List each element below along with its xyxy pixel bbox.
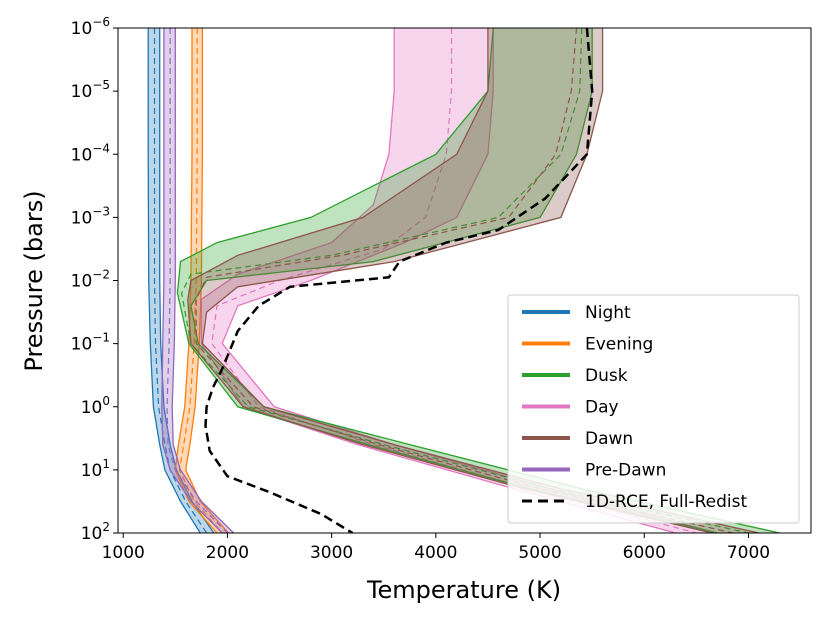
y-tick-label: 10−1 — [71, 331, 110, 355]
y-tick-label: 100 — [81, 394, 110, 418]
y-tick-label: 10−2 — [71, 268, 110, 292]
y-tick-label: 10−6 — [71, 15, 110, 39]
series-dusk-median — [180, 28, 749, 533]
y-tick-label: 102 — [81, 520, 110, 544]
legend-label-night: Night — [585, 303, 631, 323]
x-tick-label: 5000 — [518, 543, 561, 563]
legend-label-1d-rce-full-redist: 1D-RCE, Full-Redist — [585, 492, 748, 512]
axis-ticks: 1000 2000 3000 4000 5000 6000 7000 10−6 10−5 10−4… — [71, 15, 770, 563]
series-dusk-low — [176, 28, 718, 533]
series-pre-dawn-band — [161, 28, 234, 533]
legend-label-day: Day — [585, 398, 619, 418]
series-evening-band — [175, 28, 229, 533]
series-night-high — [159, 28, 215, 533]
series-day-median — [211, 28, 697, 533]
x-tick-label: 7000 — [727, 543, 770, 563]
y-axis-title: Pressure (bars) — [20, 190, 48, 371]
plot-frame — [117, 27, 812, 534]
legend-label-dawn: Dawn — [585, 429, 633, 449]
legend: Night Evening Dusk Day Dawn Pre-Dawn 1D-RCE, F… — [507, 294, 800, 524]
series-day-low — [200, 28, 676, 533]
y-tick-label: 101 — [81, 457, 110, 481]
series-dusk-band — [177, 28, 780, 533]
series-dawn-band — [187, 28, 759, 533]
series-dawn-low — [187, 28, 713, 533]
x-tick-label: 2000 — [206, 543, 249, 563]
legend-frame — [507, 294, 800, 524]
series-day-band — [201, 28, 718, 533]
legend-label-evening: Evening — [585, 335, 653, 355]
y-tick-label: 10−4 — [71, 141, 110, 165]
series-evening-high — [185, 28, 229, 533]
series-pre-dawn-high — [171, 28, 235, 533]
x-tick-label: 1000 — [102, 543, 145, 563]
y-tick-label: 10−3 — [71, 204, 110, 228]
x-axis-title: Temperature (K) — [366, 576, 561, 604]
series-bands — [147, 28, 780, 533]
x-tick-label: 3000 — [310, 543, 353, 563]
series-pre-dawn-low — [161, 28, 223, 533]
legend-label-pre-dawn: Pre-Dawn — [585, 461, 666, 481]
y-tick-label: 10−5 — [71, 78, 110, 102]
series-night-low — [147, 28, 201, 533]
series-dawn-high — [201, 28, 760, 533]
x-tick-label: 6000 — [623, 543, 666, 563]
x-tick-label: 4000 — [414, 543, 457, 563]
legend-label-dusk: Dusk — [585, 366, 628, 386]
